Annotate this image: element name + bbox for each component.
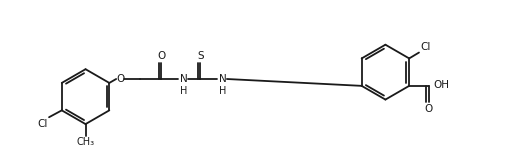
Text: H: H [180,86,188,96]
Text: O: O [116,74,124,84]
Text: O: O [425,103,433,113]
Text: S: S [197,51,204,61]
Text: N: N [219,74,227,84]
Text: Cl: Cl [38,119,48,129]
Text: N: N [180,74,188,84]
Text: O: O [157,51,165,61]
Text: Cl: Cl [420,42,430,52]
Text: OH: OH [434,80,450,90]
Text: CH₃: CH₃ [77,137,95,147]
Text: H: H [219,86,227,96]
